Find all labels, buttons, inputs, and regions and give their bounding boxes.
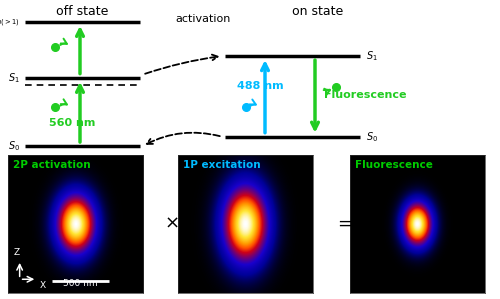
Text: 560 nm: 560 nm	[50, 118, 96, 128]
Text: 1P excitation: 1P excitation	[183, 160, 260, 170]
Text: $S_{n(>1)}$: $S_{n(>1)}$	[0, 14, 20, 30]
Text: Z: Z	[13, 248, 20, 257]
Text: Fluorescence: Fluorescence	[324, 90, 406, 100]
Text: off state: off state	[56, 5, 108, 18]
Text: 2P activation: 2P activation	[13, 160, 90, 170]
Text: on state: on state	[292, 5, 343, 18]
Text: X: X	[40, 281, 46, 290]
Text: $=$: $=$	[334, 214, 352, 232]
Text: $S_1$: $S_1$	[366, 49, 378, 63]
Text: activation: activation	[175, 14, 231, 24]
Text: 488 nm: 488 nm	[236, 80, 284, 91]
Text: 500 nm: 500 nm	[63, 278, 98, 288]
Text: $S_0$: $S_0$	[8, 139, 20, 153]
Text: Fluorescence: Fluorescence	[356, 160, 434, 170]
Text: $S_1$: $S_1$	[8, 71, 20, 85]
Text: $S_0$: $S_0$	[366, 130, 378, 144]
Text: $\times$: $\times$	[164, 214, 179, 232]
